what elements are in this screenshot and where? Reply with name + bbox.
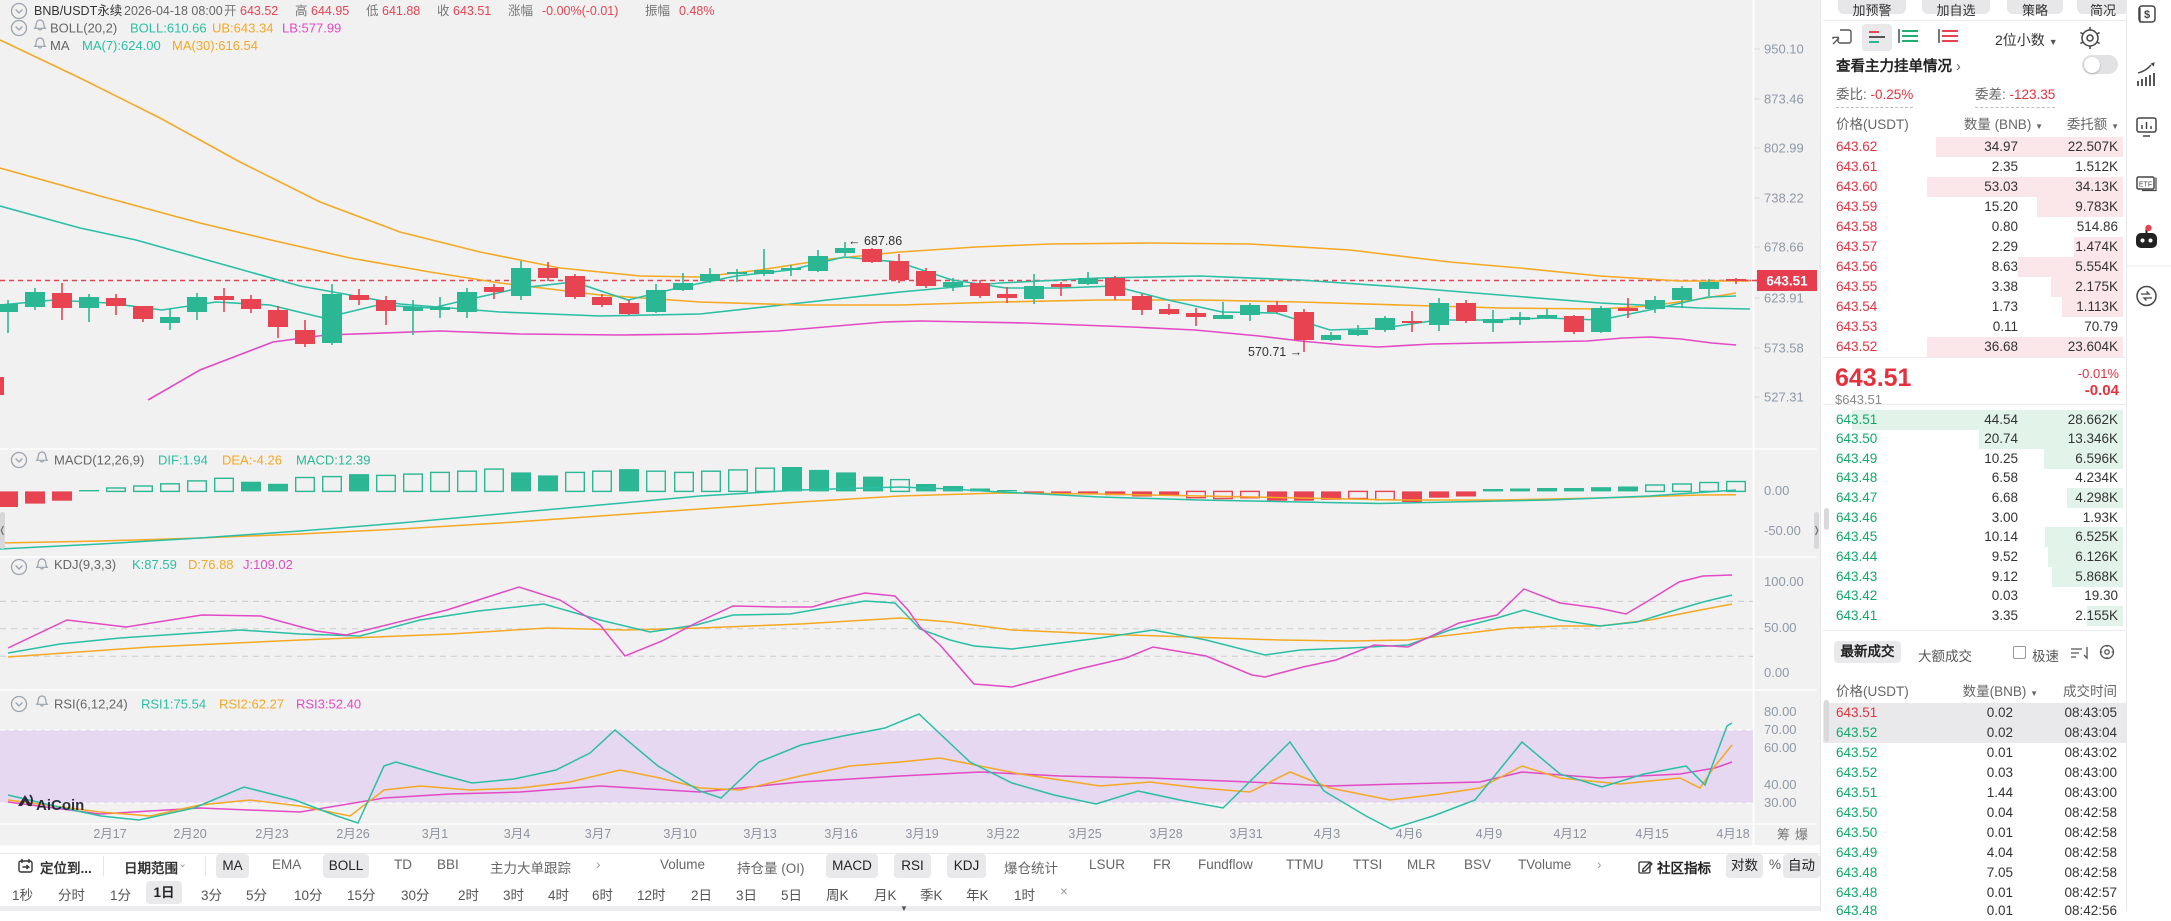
- svg-text:3月22: 3月22: [986, 827, 1019, 841]
- svg-text:3月1: 3月1: [422, 827, 448, 841]
- svg-text:2026-04-18 08:00: 2026-04-18 08:00: [124, 4, 223, 18]
- svg-text:641.88: 641.88: [382, 4, 420, 18]
- svg-text:低: 低: [366, 4, 379, 18]
- svg-text:4月15: 4月15: [1635, 827, 1668, 841]
- svg-text:RSI2:62.27: RSI2:62.27: [219, 697, 284, 712]
- svg-text:70.00: 70.00: [1764, 722, 1797, 737]
- svg-text:开: 开: [224, 4, 237, 18]
- svg-text:← 687.86: ← 687.86: [848, 234, 902, 248]
- svg-text:BOLL:610.66: BOLL:610.66: [130, 21, 207, 36]
- svg-text:3月25: 3月25: [1068, 827, 1101, 841]
- svg-text:4月9: 4月9: [1476, 827, 1502, 841]
- svg-text:BOLL(20,2): BOLL(20,2): [50, 21, 117, 36]
- svg-text:2月17: 2月17: [93, 827, 126, 841]
- svg-text:643.51: 643.51: [453, 4, 491, 18]
- svg-text:643.52: 643.52: [240, 4, 278, 18]
- svg-text:678.66: 678.66: [1764, 240, 1804, 255]
- svg-text:MACD:12.39: MACD:12.39: [296, 453, 370, 468]
- svg-text:高: 高: [295, 3, 308, 18]
- svg-text:644.95: 644.95: [311, 4, 349, 18]
- svg-text:4月18: 4月18: [1716, 827, 1749, 841]
- svg-text:0.48%: 0.48%: [679, 4, 714, 18]
- svg-text:3月28: 3月28: [1149, 827, 1182, 841]
- svg-text:80.00: 80.00: [1764, 704, 1797, 719]
- svg-text:3月7: 3月7: [585, 827, 611, 841]
- svg-text:3月10: 3月10: [663, 827, 696, 841]
- svg-text:-0.00%(-0.01): -0.00%(-0.01): [542, 4, 618, 18]
- svg-text:30.00: 30.00: [1764, 795, 1797, 810]
- svg-text:4月6: 4月6: [1396, 827, 1422, 841]
- svg-text:873.46: 873.46: [1764, 92, 1804, 107]
- svg-text:K:87.59: K:87.59: [132, 557, 177, 572]
- svg-text:涨幅: 涨幅: [508, 3, 533, 18]
- svg-text:-50.00: -50.00: [1764, 523, 1801, 538]
- svg-text:802.99: 802.99: [1764, 141, 1804, 156]
- svg-text:筹: 筹: [1777, 827, 1790, 842]
- svg-text:950.10: 950.10: [1764, 42, 1804, 57]
- svg-text:$: $: [2144, 9, 2150, 21]
- svg-text:UB:643.34: UB:643.34: [212, 21, 273, 36]
- svg-text:2月20: 2月20: [173, 827, 206, 841]
- svg-text:738.22: 738.22: [1764, 191, 1804, 206]
- svg-text:573.58: 573.58: [1764, 341, 1804, 356]
- svg-text:RSI3:52.40: RSI3:52.40: [296, 697, 361, 712]
- svg-text:570.71 →: 570.71 →: [1248, 345, 1302, 359]
- svg-text:0.00: 0.00: [1764, 483, 1789, 498]
- svg-text:爆: 爆: [1795, 827, 1808, 842]
- svg-text:643.51: 643.51: [1766, 274, 1808, 289]
- svg-text:J:109.02: J:109.02: [243, 557, 293, 572]
- svg-text:ETF: ETF: [2139, 182, 2152, 189]
- svg-text:3月19: 3月19: [905, 827, 938, 841]
- svg-text:KDJ(9,3,3): KDJ(9,3,3): [54, 557, 116, 572]
- svg-text:RSI(6,12,24): RSI(6,12,24): [54, 697, 128, 712]
- svg-text:100.00: 100.00: [1764, 574, 1804, 589]
- svg-text:MACD(12,26,9): MACD(12,26,9): [54, 453, 144, 468]
- svg-text:0.00: 0.00: [1764, 665, 1789, 680]
- svg-text:3月4: 3月4: [504, 827, 530, 841]
- svg-text:3月31: 3月31: [1229, 827, 1262, 841]
- svg-text:MA: MA: [50, 38, 70, 53]
- svg-text:MA(30):616.54: MA(30):616.54: [172, 38, 258, 53]
- svg-text:LB:577.99: LB:577.99: [282, 21, 341, 36]
- svg-text:MA(7):624.00: MA(7):624.00: [82, 38, 161, 53]
- svg-text:AiCoin: AiCoin: [36, 797, 84, 814]
- svg-text:收: 收: [437, 4, 450, 18]
- svg-text:2月26: 2月26: [336, 827, 369, 841]
- svg-text:527.31: 527.31: [1764, 390, 1804, 405]
- svg-text:60.00: 60.00: [1764, 740, 1797, 755]
- svg-text:RSI1:75.54: RSI1:75.54: [141, 697, 206, 712]
- svg-text:3月16: 3月16: [824, 827, 857, 841]
- svg-text:3月13: 3月13: [743, 827, 776, 841]
- svg-text:623.91: 623.91: [1764, 291, 1804, 306]
- svg-text:DIF:1.94: DIF:1.94: [158, 453, 208, 468]
- svg-text:50.00: 50.00: [1764, 620, 1797, 635]
- svg-text:4月12: 4月12: [1553, 827, 1586, 841]
- svg-text:BNB/USDT永续: BNB/USDT永续: [34, 4, 122, 18]
- svg-text:DEA:-4.26: DEA:-4.26: [222, 453, 282, 468]
- svg-text:40.00: 40.00: [1764, 777, 1797, 792]
- svg-text:D:76.88: D:76.88: [188, 557, 234, 572]
- svg-text:2月23: 2月23: [255, 827, 288, 841]
- svg-text:4月3: 4月3: [1314, 827, 1340, 841]
- svg-text:振幅: 振幅: [645, 3, 670, 18]
